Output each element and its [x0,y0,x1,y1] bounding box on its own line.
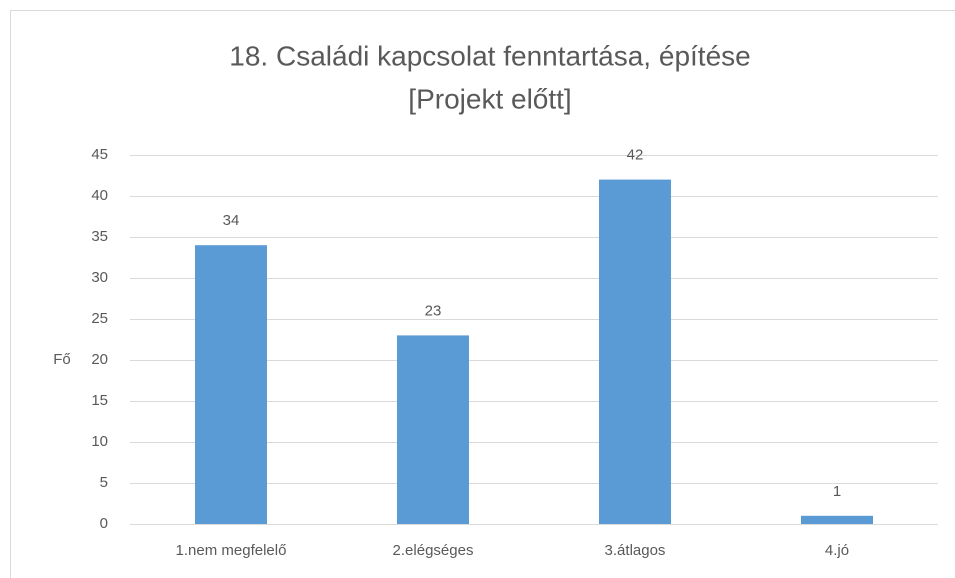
data-label: 42 [627,147,644,164]
y-tick-label: 35 [91,228,108,245]
y-tick-label: 20 [91,351,108,368]
chart-title: [Projekt előtt] [408,83,571,114]
y-tick-label: 15 [91,392,108,409]
chart-title: 18. Családi kapcsolat fenntartása, építé… [229,40,750,71]
y-tick-label: 10 [91,433,108,450]
data-label: 34 [223,212,240,229]
y-tick-label: 45 [91,146,108,163]
x-tick-label: 4.jó [825,542,849,559]
y-tick-label: 0 [100,515,108,532]
y-tick-label: 25 [91,310,108,327]
data-label: 1 [833,483,841,500]
x-tick-label: 1.nem megfelelő [176,542,287,559]
y-tick-label: 5 [100,474,108,491]
bar [397,335,469,524]
bar [599,179,671,524]
bar [801,515,873,524]
y-tick-label: 30 [91,269,108,286]
data-label: 23 [425,302,442,319]
x-tick-label: 2.elégséges [393,542,474,559]
x-tick-label: 3.átlagos [605,542,666,559]
y-tick-label: 40 [91,187,108,204]
bar [195,245,267,524]
y-axis-label: Fő [53,351,71,368]
